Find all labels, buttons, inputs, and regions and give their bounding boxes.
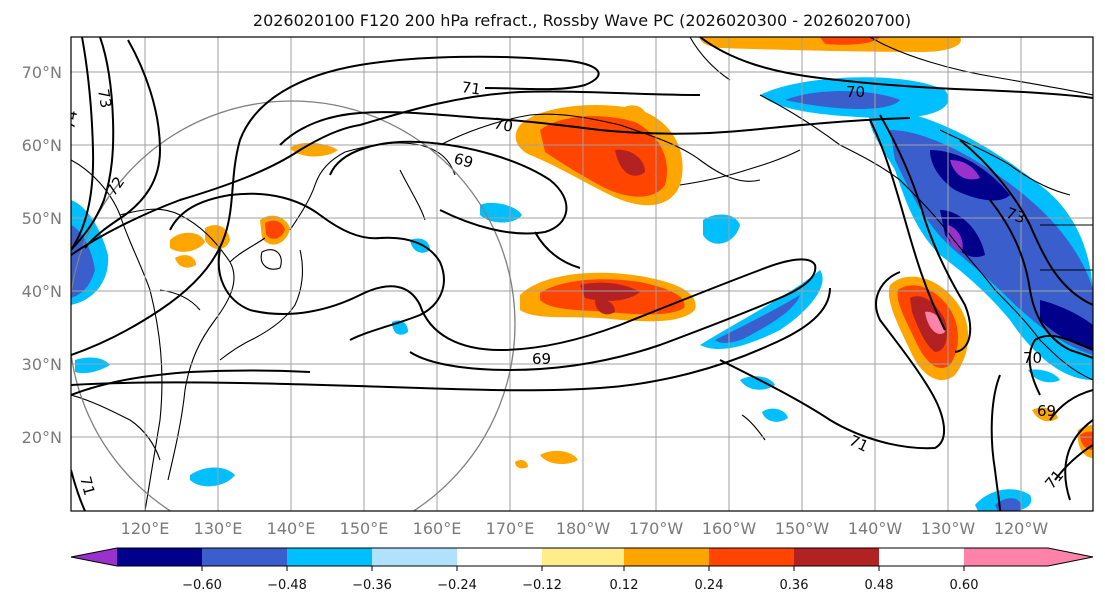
map-frame bbox=[70, 36, 1094, 512]
colorbar-segment bbox=[457, 548, 542, 566]
colorbar: −0.60 −0.48 −0.36 −0.24 −0.12 0.12 0.24 … bbox=[70, 547, 1094, 593]
lon-label: 120°E bbox=[121, 519, 170, 538]
contour-label: 71 bbox=[460, 78, 481, 98]
refractive-index-contours bbox=[71, 37, 1093, 511]
colorbar-segment bbox=[372, 548, 457, 566]
colorbar-min-extension bbox=[71, 548, 117, 566]
lat-label: 50°N bbox=[22, 209, 62, 228]
colorbar-segment bbox=[794, 548, 879, 566]
colorbar-max-extension bbox=[964, 548, 1093, 566]
colorbar-tick-label: −0.12 bbox=[522, 578, 562, 593]
colorbar-segment bbox=[542, 548, 624, 566]
graticule bbox=[71, 37, 1093, 511]
contour-label: 74 bbox=[60, 109, 81, 131]
contour-labels: 73 74 72 71 70 69 73 70 69 71 71 69 70 7… bbox=[60, 78, 1067, 497]
colorbar-outline bbox=[70, 547, 1094, 567]
contour-label: 73 bbox=[94, 88, 115, 110]
colorbar-tick-label: 0.60 bbox=[950, 578, 979, 593]
contour-label: 69 bbox=[452, 149, 475, 171]
negative-anomaly-shading bbox=[71, 77, 1093, 511]
latitude-labels: 70°N 60°N 50°N 40°N 30°N 20°N bbox=[22, 63, 62, 447]
positive-anomaly-shading bbox=[170, 37, 1093, 469]
lon-label: 120°W bbox=[994, 519, 1049, 538]
figure-title: 2026020100 F120 200 hPa refract., Rossby… bbox=[253, 11, 911, 30]
contour-label: 70 bbox=[492, 114, 514, 136]
contour-label: 70 bbox=[1023, 349, 1042, 367]
lon-label: 130°W bbox=[921, 519, 976, 538]
colorbar-tick-label: 0.48 bbox=[865, 578, 894, 593]
great-circle-outline bbox=[71, 100, 516, 511]
colorbar-tick-label: 0.36 bbox=[780, 578, 809, 593]
lon-label: 170°W bbox=[629, 519, 684, 538]
lat-label: 70°N bbox=[22, 63, 62, 82]
lon-label: 180°W bbox=[556, 519, 611, 538]
lat-label: 30°N bbox=[22, 355, 62, 374]
lon-label: 130°E bbox=[194, 519, 243, 538]
lon-label: 140°E bbox=[267, 519, 316, 538]
lon-label: 160°W bbox=[702, 519, 757, 538]
lon-label: 170°E bbox=[486, 519, 535, 538]
colorbar-segment bbox=[709, 548, 794, 566]
lon-label: 160°E bbox=[413, 519, 462, 538]
colorbar-tick-label: −0.24 bbox=[437, 578, 477, 593]
longitude-labels: 120°E 130°E 140°E 150°E 160°E 170°E 180°… bbox=[121, 519, 1049, 538]
colorbar-tick-label: 0.12 bbox=[610, 578, 639, 593]
lat-label: 40°N bbox=[22, 282, 62, 301]
colorbar-segment bbox=[202, 548, 287, 566]
colorbar-tick-label: 0.24 bbox=[695, 578, 724, 593]
contour-label: 70 bbox=[846, 83, 865, 101]
contour-label: 69 bbox=[1037, 402, 1056, 420]
lat-label: 60°N bbox=[22, 136, 62, 155]
lon-label: 140°W bbox=[848, 519, 903, 538]
colorbar-segment bbox=[287, 548, 372, 566]
lat-label: 20°N bbox=[22, 428, 62, 447]
map-content: 73 74 72 71 70 69 73 70 69 71 71 69 70 7… bbox=[60, 37, 1093, 511]
colorbar-segment bbox=[624, 548, 709, 566]
lon-label: 150°E bbox=[340, 519, 389, 538]
colorbar-segment bbox=[117, 548, 202, 566]
colorbar-tick-label: −0.36 bbox=[352, 578, 392, 593]
contour-label: 69 bbox=[532, 350, 551, 368]
colorbar-tick-label: −0.48 bbox=[267, 578, 307, 593]
contour-label: 73 bbox=[1004, 204, 1028, 227]
colorbar-tick-label: −0.60 bbox=[182, 578, 222, 593]
lon-label: 150°W bbox=[775, 519, 830, 538]
contour-label: 71 bbox=[76, 474, 98, 497]
